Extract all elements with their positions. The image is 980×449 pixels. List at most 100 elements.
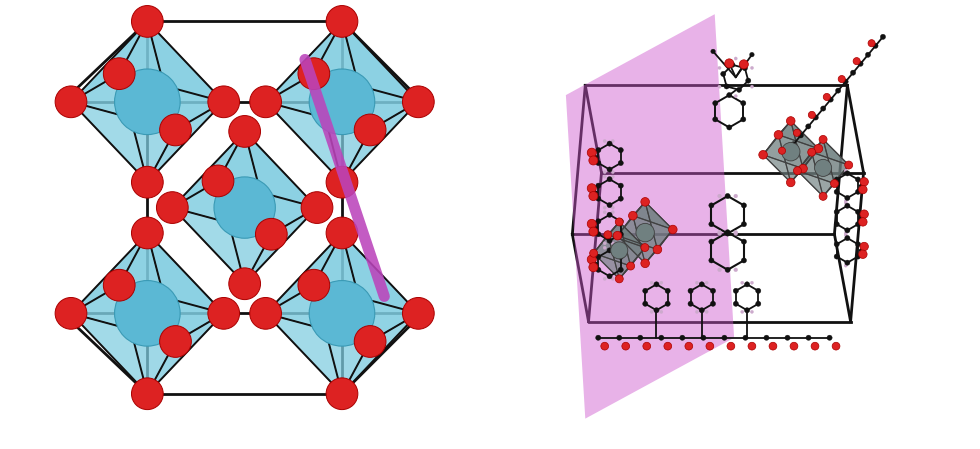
Circle shape	[806, 335, 811, 340]
Polygon shape	[594, 253, 631, 279]
Circle shape	[668, 225, 677, 234]
Polygon shape	[608, 222, 645, 247]
Circle shape	[403, 298, 434, 329]
Circle shape	[808, 148, 815, 156]
Circle shape	[131, 378, 164, 409]
Circle shape	[587, 184, 596, 193]
Polygon shape	[314, 233, 418, 313]
Circle shape	[643, 301, 648, 306]
Circle shape	[618, 232, 623, 237]
Polygon shape	[778, 121, 818, 149]
Polygon shape	[266, 313, 370, 394]
Polygon shape	[172, 207, 271, 284]
Polygon shape	[798, 152, 823, 196]
Circle shape	[718, 85, 721, 88]
Circle shape	[709, 203, 714, 208]
Circle shape	[612, 171, 614, 174]
Circle shape	[845, 203, 850, 208]
Circle shape	[834, 254, 839, 259]
Circle shape	[589, 192, 598, 201]
Circle shape	[607, 202, 612, 208]
Circle shape	[612, 175, 614, 178]
Circle shape	[851, 70, 856, 75]
Polygon shape	[172, 181, 245, 284]
Circle shape	[618, 267, 623, 273]
Polygon shape	[798, 139, 823, 171]
Circle shape	[820, 106, 826, 111]
Polygon shape	[147, 22, 223, 130]
Circle shape	[858, 61, 863, 66]
Circle shape	[737, 87, 742, 92]
Circle shape	[709, 222, 714, 227]
Circle shape	[641, 198, 650, 206]
Circle shape	[845, 236, 850, 241]
Polygon shape	[147, 313, 223, 394]
Polygon shape	[798, 171, 835, 196]
Circle shape	[643, 288, 648, 293]
Polygon shape	[633, 216, 673, 263]
Circle shape	[834, 222, 839, 227]
Polygon shape	[120, 74, 223, 182]
Circle shape	[858, 250, 867, 259]
Polygon shape	[617, 236, 658, 263]
Circle shape	[618, 196, 623, 201]
Circle shape	[596, 160, 601, 166]
Circle shape	[589, 156, 598, 165]
Circle shape	[665, 301, 670, 306]
Circle shape	[596, 219, 601, 224]
Circle shape	[865, 52, 870, 57]
Circle shape	[751, 310, 754, 313]
Circle shape	[157, 192, 188, 224]
Circle shape	[725, 59, 734, 68]
Circle shape	[604, 231, 612, 239]
Circle shape	[596, 335, 601, 340]
Circle shape	[845, 228, 850, 233]
Circle shape	[641, 259, 650, 268]
Circle shape	[778, 147, 786, 154]
Polygon shape	[823, 165, 849, 196]
Circle shape	[836, 88, 841, 93]
Polygon shape	[619, 247, 645, 279]
Circle shape	[827, 335, 832, 340]
Circle shape	[160, 326, 191, 357]
Circle shape	[741, 239, 747, 244]
Polygon shape	[342, 313, 418, 394]
Circle shape	[806, 124, 810, 129]
Polygon shape	[594, 222, 619, 253]
Circle shape	[830, 180, 839, 188]
Circle shape	[626, 262, 635, 270]
Polygon shape	[342, 102, 418, 182]
Circle shape	[858, 218, 867, 226]
Circle shape	[834, 209, 839, 215]
Circle shape	[834, 242, 839, 247]
Circle shape	[832, 342, 840, 350]
Polygon shape	[791, 149, 818, 182]
Polygon shape	[608, 235, 645, 279]
Circle shape	[685, 342, 693, 350]
Circle shape	[734, 194, 738, 198]
Polygon shape	[565, 14, 734, 418]
Circle shape	[751, 66, 754, 70]
Circle shape	[750, 53, 755, 57]
Polygon shape	[617, 216, 645, 263]
Circle shape	[699, 282, 705, 287]
Circle shape	[618, 219, 623, 224]
Circle shape	[745, 282, 750, 287]
Circle shape	[596, 254, 601, 260]
Polygon shape	[71, 22, 147, 102]
Circle shape	[741, 222, 747, 227]
Polygon shape	[245, 132, 317, 234]
Circle shape	[618, 183, 623, 188]
Circle shape	[628, 211, 637, 220]
Circle shape	[603, 175, 607, 178]
Circle shape	[730, 62, 735, 67]
Circle shape	[603, 246, 607, 249]
Circle shape	[783, 151, 789, 156]
Circle shape	[214, 177, 275, 238]
Circle shape	[786, 117, 795, 125]
Circle shape	[834, 177, 839, 182]
Circle shape	[607, 274, 612, 279]
Circle shape	[250, 298, 281, 329]
Circle shape	[734, 94, 737, 98]
Circle shape	[717, 230, 721, 234]
